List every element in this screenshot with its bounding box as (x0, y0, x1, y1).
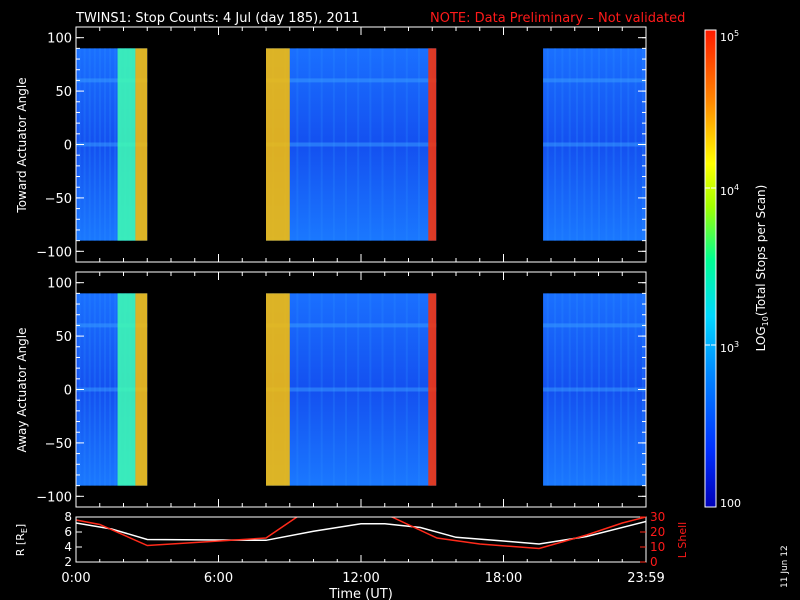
colorbar (704, 29, 717, 508)
cb-tick-1e3-base: 10 (720, 342, 734, 355)
heatmap-band (266, 142, 437, 147)
ytick-label-away: 0 (64, 384, 72, 399)
ytick-label-toward: −100 (36, 245, 72, 260)
heatmap-bright-band-away-3 (266, 293, 290, 486)
xtick-label-time: 6:00 (204, 571, 233, 586)
heatmap-band (76, 78, 148, 83)
heatmap-band (543, 323, 646, 328)
ytick-label-toward: 50 (55, 85, 72, 100)
svg-text:LOG10(Total Stops per Scan): LOG10(Total Stops per Scan) (754, 185, 770, 352)
cb-tick-1e3: 103 (720, 340, 739, 355)
heatmap-bright-band-toward-2 (135, 48, 148, 241)
cb-tick-1e4-base: 10 (720, 185, 734, 198)
series-line-lshell (76, 517, 646, 550)
cb-tick-1e4-exp: 4 (734, 183, 739, 192)
heatmap-bright-band-away-4 (428, 293, 437, 486)
cb-label-sub: 10 (761, 316, 770, 326)
ytick-label-toward: 0 (64, 139, 72, 154)
heatmap-band (266, 387, 437, 392)
cb-tick-1e5-base: 10 (720, 31, 734, 44)
heatmap-band (266, 78, 437, 83)
ytick-label-away: 50 (55, 330, 72, 345)
chart-note: NOTE: Data Preliminary – Not validated (430, 11, 685, 26)
ytick-label-left-eph: 8 (64, 510, 72, 524)
ytick-label-away: −100 (36, 490, 72, 505)
ytick-label-away: 100 (47, 277, 72, 292)
heatmap-bright-band-toward-4 (428, 48, 437, 241)
colorbar-ticks (705, 187, 716, 346)
heatmap-bright-band-toward-3 (266, 48, 290, 241)
cb-label-rest: (Total Stops per Scan) (754, 185, 768, 316)
heatmap-band (543, 78, 646, 83)
series-line-r (76, 520, 646, 545)
heatmap-bright-band-toward-1 (117, 48, 136, 241)
ylabel-r: R [RE] (14, 524, 29, 556)
ylabel-r-main: R [R (14, 533, 27, 556)
ytick-label-right-eph: 30 (650, 510, 665, 524)
heatmap-band (76, 323, 148, 328)
cb-tick-1e5-exp: 5 (734, 29, 739, 38)
heatmap-panel-toward: 100 50 0 −50 −100 (36, 26, 647, 263)
heatmap-band (543, 142, 646, 147)
cb-tick-1e3-exp: 3 (734, 340, 739, 349)
xtick-label-time: 0:00 (61, 571, 90, 586)
heatmap-band (76, 387, 148, 392)
ylabel-toward: Toward Actuator Angle (15, 77, 29, 213)
svg-text:R [RE]: R [RE] (14, 524, 29, 556)
xtick-label-time: 18:00 (485, 571, 522, 586)
ytick-label-right-eph: 0 (650, 555, 658, 569)
ytick-label-away: −50 (45, 437, 72, 452)
ytick-label-right-eph: 10 (650, 540, 665, 554)
ylabel-r-end: ] (14, 524, 27, 528)
ytick-label-left-eph: 2 (64, 555, 72, 569)
chart-title: TWINS1: Stop Counts: 4 Jul (day 185), 20… (75, 11, 360, 26)
heatmap-bright-band-away-1 (117, 293, 136, 486)
heatmap-band (76, 142, 148, 147)
ylabel-r-sub: E (20, 528, 29, 533)
cb-tick-1e5: 105 (720, 29, 739, 44)
xtick-label-time: 12:00 (342, 571, 379, 586)
cb-label-main: LOG (754, 326, 768, 351)
date-stamp: 11 Jun 12 (780, 545, 790, 588)
heatmap-panel-away: 100 50 0 −50 −100 (36, 271, 647, 508)
ylabel-away: Away Actuator Angle (15, 327, 29, 452)
cb-tick-1e4: 104 (720, 183, 739, 198)
xtick-label-time: 23:59 (627, 571, 664, 586)
xlabel-time: Time (UT) (328, 587, 393, 600)
ylabel-lshell: L Shell (676, 522, 689, 558)
heatmap-band (543, 387, 646, 392)
ytick-label-left-eph: 6 (64, 525, 72, 539)
cb-tick-100: 100 (720, 497, 741, 510)
ytick-label-toward: 100 (47, 32, 72, 47)
heatmap-bright-band-away-2 (135, 293, 148, 486)
ytick-label-toward: −50 (45, 192, 72, 207)
colorbar-label: LOG10(Total Stops per Scan) (754, 185, 770, 352)
ytick-label-right-eph: 20 (650, 525, 665, 539)
heatmap-band (266, 323, 437, 328)
ytick-label-left-eph: 4 (64, 540, 72, 554)
